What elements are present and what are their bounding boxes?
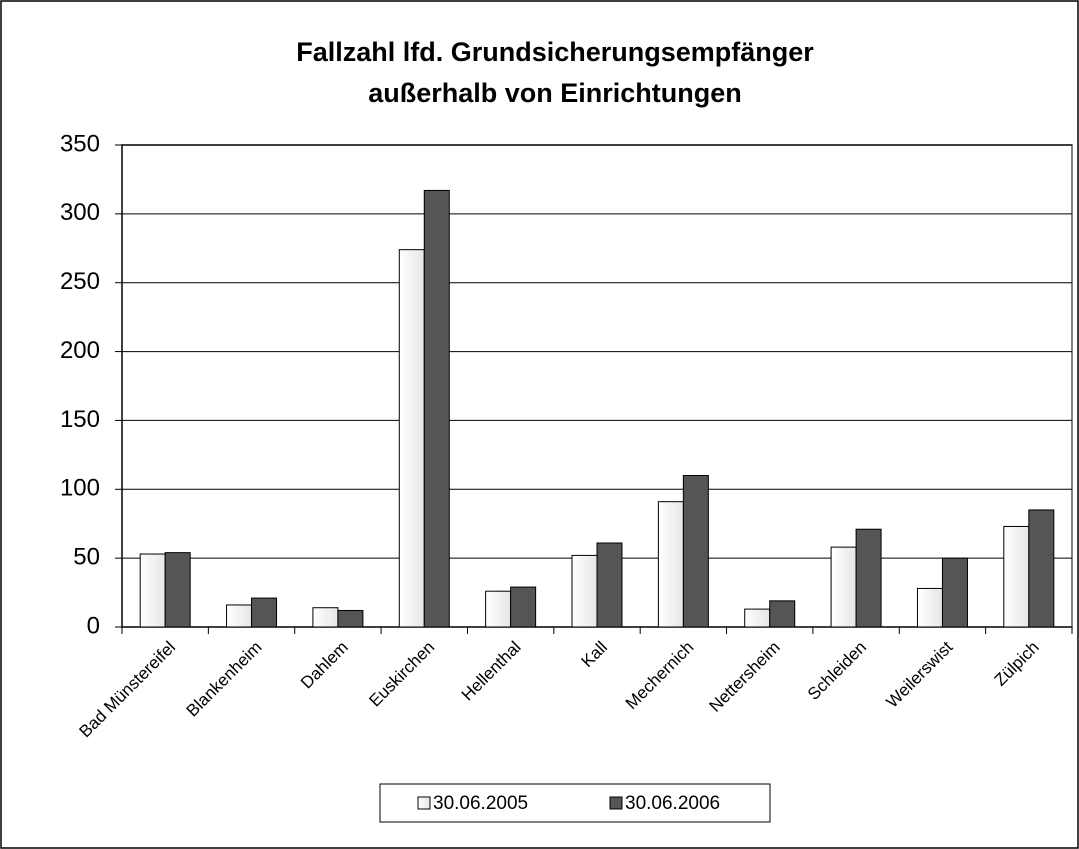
- y-tick-label: 150: [60, 406, 100, 433]
- y-tick-label: 50: [73, 543, 100, 570]
- legend-label: 30.06.2006: [625, 793, 720, 814]
- y-tick-label: 300: [60, 199, 100, 226]
- bar: [423, 189, 450, 628]
- bar: [485, 590, 512, 628]
- legend-swatch: [609, 796, 623, 810]
- y-tick-label: 250: [60, 268, 100, 295]
- bar: [226, 604, 253, 628]
- y-tick-label: 0: [87, 612, 100, 639]
- bar: [510, 586, 537, 628]
- legend-label: 30.06.2005: [433, 793, 528, 814]
- chart-title: außerhalb von Einrichtungen: [368, 78, 742, 108]
- bar: [1003, 525, 1030, 628]
- bar: [916, 587, 943, 628]
- bar: [657, 501, 684, 628]
- bar: [571, 554, 598, 628]
- bar: [769, 600, 796, 628]
- bar: [251, 597, 278, 628]
- legend-swatch: [417, 796, 431, 810]
- y-tick-label: 200: [60, 337, 100, 364]
- legend: [379, 783, 771, 823]
- bar: [941, 557, 968, 628]
- y-tick-label: 100: [60, 475, 100, 502]
- bar: [855, 528, 882, 628]
- bar: [596, 542, 623, 628]
- bar: [337, 609, 364, 628]
- bar: [744, 608, 771, 628]
- bar: [312, 607, 339, 628]
- bar: [830, 546, 857, 628]
- chart-title: Fallzahl lfd. Grundsicherungsempfänger: [296, 37, 814, 67]
- bar: [682, 475, 709, 628]
- bar: [398, 249, 425, 628]
- bar: [1028, 509, 1055, 628]
- bar: [164, 552, 191, 628]
- bar: [139, 553, 166, 628]
- y-tick-label: 350: [60, 130, 100, 157]
